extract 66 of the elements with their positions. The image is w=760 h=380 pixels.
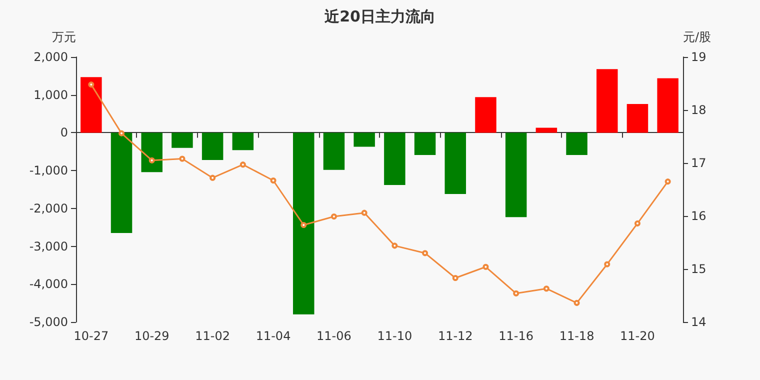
- x-tick-label: 11-04: [256, 329, 291, 343]
- point: [452, 275, 458, 282]
- point: [392, 242, 398, 249]
- y-axis-title: 万元: [52, 30, 76, 44]
- bar: [141, 132, 162, 172]
- bar: [566, 132, 588, 156]
- x-tick-label: 11-12: [438, 329, 473, 343]
- y-tick-label: 2,000: [34, 50, 68, 64]
- y2-axis-title: 元/股: [683, 30, 712, 44]
- bar: [626, 104, 648, 133]
- bar: [172, 132, 193, 148]
- y-tick-label: -2,000: [29, 201, 68, 216]
- bar: [384, 132, 406, 185]
- bar: [444, 132, 466, 194]
- bar: [202, 132, 224, 160]
- point: [361, 210, 368, 216]
- y2-tick-label: 19: [691, 50, 706, 64]
- point: [664, 178, 671, 185]
- point: [210, 174, 216, 181]
- x-tick-label: 11-20: [620, 329, 655, 343]
- bar: [354, 132, 375, 147]
- y2-tick-label: 15: [691, 262, 706, 276]
- point: [148, 157, 155, 164]
- y-tick-label: -4,000: [29, 277, 68, 292]
- y-tick-label: 0: [60, 126, 68, 140]
- bar: [293, 132, 314, 314]
- y2-tick-label: 17: [691, 156, 706, 170]
- y2-tick-label: 18: [691, 103, 706, 117]
- point: [634, 220, 640, 226]
- x-tick-label: 10-29: [134, 329, 170, 343]
- x-tick-label: 10-27: [74, 329, 109, 343]
- y2-tick-label: 14: [691, 315, 706, 329]
- point: [574, 300, 580, 306]
- x-tick-label: 11-10: [377, 329, 412, 343]
- point: [604, 261, 610, 268]
- y-tick-label: -5,000: [29, 315, 68, 329]
- x-tick-label: 11-18: [559, 329, 594, 343]
- point: [422, 250, 428, 256]
- bar: [505, 132, 527, 218]
- point: [513, 290, 520, 296]
- point: [88, 82, 94, 88]
- y2-tick-label: 16: [691, 209, 706, 223]
- y-tick-label: -1,000: [29, 164, 68, 178]
- bar: [110, 132, 132, 234]
- x-tick-label: 11-02: [195, 329, 230, 343]
- x-tick-label: 11-16: [498, 329, 534, 343]
- bar: [657, 78, 678, 133]
- point: [543, 286, 550, 292]
- point: [118, 130, 125, 136]
- chart-title: 近20日主力流向: [324, 8, 436, 26]
- point: [482, 264, 489, 270]
- point: [270, 177, 276, 184]
- point: [300, 222, 307, 228]
- y-tick-label: 1,000: [34, 88, 68, 102]
- point: [330, 214, 337, 220]
- y-tick-label: -3,000: [29, 239, 68, 254]
- bar: [414, 132, 436, 156]
- x-tick-label: 11-06: [316, 329, 352, 343]
- bar: [475, 97, 496, 133]
- bar: [596, 69, 618, 133]
- bar: [323, 132, 345, 170]
- bar: [80, 77, 102, 133]
- point: [240, 162, 246, 168]
- bar: [536, 128, 558, 133]
- bar: [232, 132, 254, 150]
- point: [179, 156, 186, 162]
